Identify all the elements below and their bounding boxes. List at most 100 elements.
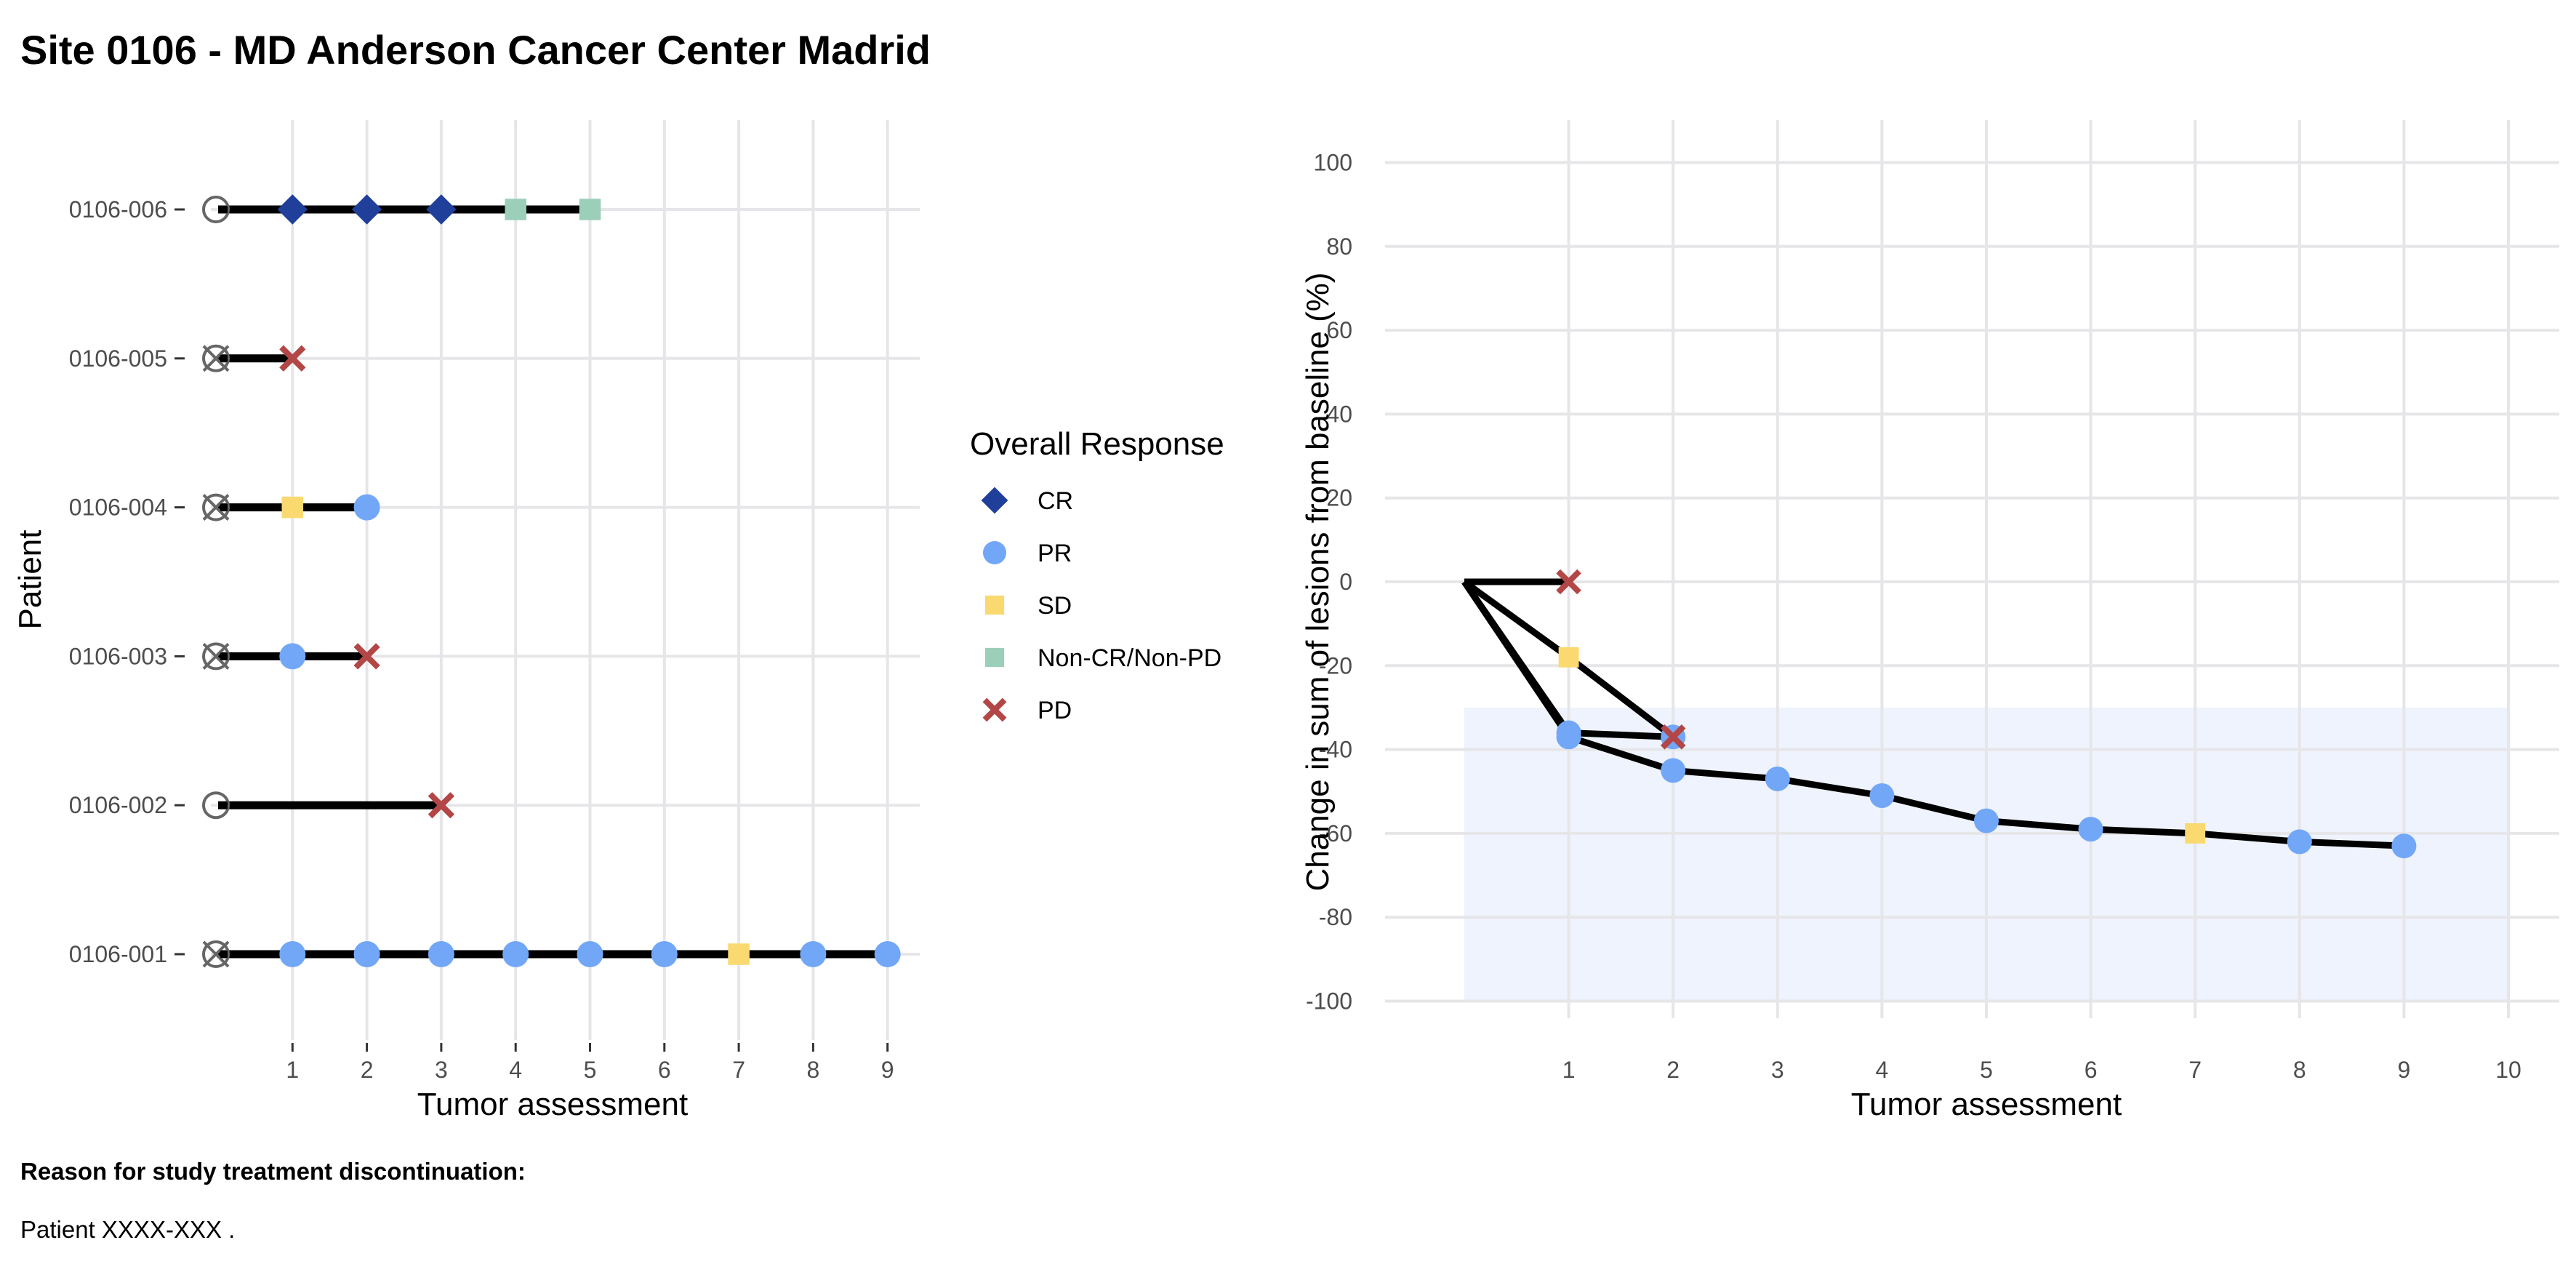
x-tick-label: 2 [361,1057,374,1083]
start-cross-marker [202,494,230,521]
y-tick-label: 80 [1326,233,1352,260]
y-tick-label: 20 [1326,485,1352,511]
start-marker [202,196,230,223]
data-point [1974,808,1999,833]
legend-key-pd [982,697,1007,722]
data-point [1558,647,1579,668]
start-dot [220,354,228,362]
y-tick-label: 100 [1314,150,1352,176]
x-tick-label: 7 [2188,1057,2202,1083]
legend-label: SD [1038,592,1072,620]
y-tick-label: 60 [1326,317,1352,343]
y-tick-label: 0106-002 [69,792,167,818]
x-tick-label: 6 [658,1057,671,1083]
x-tick-label: 8 [807,1057,820,1083]
page-title: Site 0106 - MD Anderson Cancer Center Ma… [20,27,931,73]
x-tick-label: 2 [1666,1057,1680,1083]
y-axis-title: Patient [12,530,48,630]
x-tick-label: 8 [2293,1057,2306,1083]
x-tick-label: 5 [584,1057,597,1083]
y-tick-label: -100 [1306,988,1352,1015]
legend-key-pr [983,541,1006,564]
x-tick-label: 4 [1876,1057,1889,1083]
x-tick-label: 5 [1980,1057,1993,1083]
y-tick-label: 0106-006 [69,196,167,223]
patient-row: 0106-006 [69,194,601,225]
legend-key-non-cr-non-pd [984,647,1005,668]
response-point [502,941,529,967]
x-axis-title: Tumor assessment [417,1087,688,1122]
x-tick-label: 3 [435,1057,448,1083]
response-point [281,496,304,519]
swimmer-plot: 1 2 3 4 5 6 7 8 9 Tumor assessment Patient 0106-006… [12,120,920,1122]
start-cross-marker [202,345,230,372]
x-tick-label: 9 [2398,1057,2411,1083]
data-point [1660,724,1686,750]
response-point [728,943,750,965]
data-point [1556,569,1581,595]
response-point [351,194,382,225]
start-cross-marker [202,940,230,968]
response-point [353,494,380,521]
x-tick-label: 4 [509,1057,522,1083]
data-point [2185,823,2206,844]
data-point [1661,758,1686,783]
legend-title: Overall Response [970,426,1224,462]
start-marker [202,493,230,521]
response-point [428,792,455,819]
data-point [2391,833,2417,859]
start-dot [220,801,228,809]
x-tick-label: 1 [286,1057,299,1083]
response-point [279,941,306,967]
data-point [2078,817,2103,842]
response-point [651,941,678,967]
start-cross-marker [202,642,230,670]
patient-row: 0106-004 [69,493,380,521]
y-tick-label: 0106-005 [69,345,167,372]
data-point [2287,829,2312,855]
response-point [579,199,601,220]
y-tick-label: 0106-003 [69,643,167,669]
y-tick-label: 0 [1339,569,1352,595]
response-point [577,941,603,967]
start-dot [220,652,228,660]
legend-label: Non-CR/Non-PD [1038,644,1221,672]
series-line [1461,580,2404,849]
discontinuation-heading: Reason for study treatment discontinuati… [20,1158,526,1185]
discontinuation-text: Patient XXXX-XXX . [20,1216,236,1243]
x-tick-label: 7 [732,1057,745,1083]
response-point [874,941,901,967]
start-marker [202,642,230,671]
y-tick-label: 40 [1326,401,1352,427]
legend-label: PD [1038,697,1072,724]
start-marker [202,791,230,820]
response-legend: Overall Response CR PR SD Non-CR/Non-PD PD [970,426,1224,724]
response-point [279,345,306,372]
start-marker [202,940,230,968]
legend-label: CR [1038,487,1073,515]
response-point [505,199,526,220]
y-tick-label: -80 [1319,904,1352,930]
y-tick-label: 0106-001 [69,941,167,967]
x-tick-label: 1 [1562,1057,1576,1083]
response-point [353,941,380,967]
x-tick-label: 9 [881,1057,894,1083]
response-point [279,643,306,670]
data-point [1869,783,1895,809]
start-dot [220,503,228,511]
legend-key-sd [984,595,1005,615]
x-tick-label: 3 [1771,1057,1784,1083]
y-tick-label: -20 [1319,652,1352,679]
data-point [1765,766,1790,791]
patient-row: 0106-002 [69,791,455,820]
y-tick-label: -60 [1319,820,1352,847]
start-dot [220,206,228,213]
legend-key-cr [981,487,1008,514]
response-point [800,941,827,967]
patient-row: 0106-005 [69,344,306,372]
x-tick-label: 10 [2495,1057,2521,1083]
data-point [1556,724,1581,750]
response-point [277,194,308,225]
y-tick-label: -40 [1319,737,1352,763]
legend-label: PR [1038,540,1072,567]
